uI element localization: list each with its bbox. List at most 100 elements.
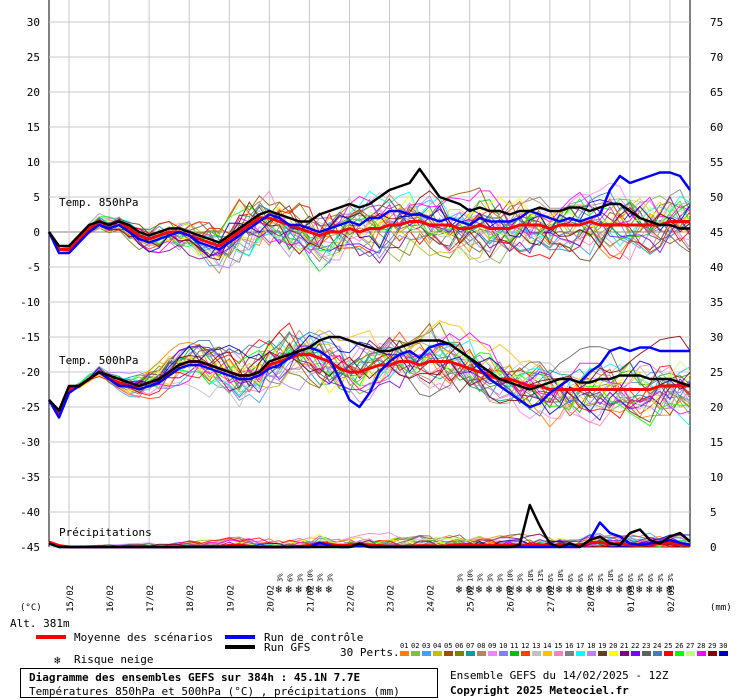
left-tick-label: 25 bbox=[27, 51, 40, 64]
left-tick-label: -35 bbox=[20, 471, 40, 484]
legend-pert-number: 27 bbox=[686, 642, 694, 650]
legend-pert-swatch bbox=[477, 651, 486, 656]
t500-run-gfs-line bbox=[48, 335, 691, 412]
legend-gfs-label: Run GFS bbox=[264, 641, 310, 654]
main-series-lines bbox=[47, 167, 692, 549]
right-tick-label: 75 bbox=[710, 16, 723, 29]
snow-risk-percent: 6% bbox=[567, 573, 575, 582]
date-label: 22/02 bbox=[346, 585, 356, 612]
snow-risk-percent: 3% bbox=[457, 573, 465, 582]
legend-pert-number: 09 bbox=[488, 642, 496, 650]
perturbation-line bbox=[48, 198, 691, 252]
footer-subtitle: Températures 850hPa et 500hPa (°C) , pré… bbox=[29, 685, 400, 698]
snowflake-icon: ❄ bbox=[516, 583, 523, 596]
legend-pert-swatch bbox=[675, 651, 684, 656]
right-tick-label: 10 bbox=[710, 471, 723, 484]
t850-moyenne-des-sc-narios-line bbox=[47, 216, 690, 251]
legend-pert-swatch bbox=[576, 651, 585, 656]
legend-pert-number: 11 bbox=[510, 642, 518, 650]
right-tick-label: 15 bbox=[710, 436, 723, 449]
legend-pert-swatch bbox=[400, 651, 409, 656]
t500-panel-label: Temp. 500hPa bbox=[59, 354, 138, 367]
snowflake-icon: ❄ bbox=[586, 583, 593, 596]
legend-pert-swatch bbox=[444, 651, 453, 656]
date-label: 23/02 bbox=[387, 585, 397, 612]
altitude-label: Alt. 381m bbox=[10, 617, 70, 630]
perturbation-line bbox=[48, 320, 691, 416]
snowflake-icon: ❄ bbox=[556, 583, 563, 596]
left-tick-label: 5 bbox=[33, 191, 40, 204]
legend-pert-number: 21 bbox=[620, 642, 628, 650]
date-label: 25/02 bbox=[467, 585, 477, 612]
legend-pert-swatch bbox=[719, 651, 728, 656]
legend-pert-swatch bbox=[631, 651, 640, 656]
date-label: 19/02 bbox=[226, 585, 236, 612]
snow-risk-row: 3%❄6%❄3%❄10%❄3%❄3%❄3%❄10%❄3%❄3%❄3%❄10%❄3… bbox=[275, 569, 675, 596]
date-label: 26/02 bbox=[507, 585, 517, 612]
right-tick-label: 0 bbox=[710, 541, 717, 554]
right-tick-label: 70 bbox=[710, 51, 723, 64]
precip-panel-label: Précipitations bbox=[59, 526, 152, 539]
perturbation-line bbox=[48, 199, 691, 258]
snow-risk-percent: 10% bbox=[507, 569, 515, 582]
date-label: 21/02 bbox=[306, 585, 316, 612]
left-tick-label: -20 bbox=[20, 366, 40, 379]
snowflake-icon: ❄ bbox=[616, 583, 623, 596]
snowflake-icon: ❄ bbox=[526, 583, 533, 596]
snow-risk-percent: 3% bbox=[667, 573, 675, 582]
legend-pert-swatch bbox=[466, 651, 475, 656]
legend-pert-number: 19 bbox=[598, 642, 606, 650]
legend-pert-number: 06 bbox=[455, 642, 463, 650]
snowflake-icon: ❄ bbox=[456, 583, 463, 596]
legend: Moyenne des scénarios Run de contrôleRun … bbox=[36, 631, 728, 667]
date-label: 02/03 bbox=[667, 585, 677, 612]
legend-snowflake-icon: ❄ bbox=[54, 654, 61, 667]
right-tick-label: 5 bbox=[710, 506, 717, 519]
snow-risk-percent: 10% bbox=[467, 569, 475, 582]
snowflake-icon: ❄ bbox=[626, 583, 633, 596]
left-tick-label: -25 bbox=[20, 401, 40, 414]
precip-run-gfs-line bbox=[48, 503, 691, 549]
right-tick-label: 65 bbox=[710, 86, 723, 99]
snowflake-icon: ❄ bbox=[566, 583, 573, 596]
legend-pert-swatch bbox=[455, 651, 464, 656]
legend-pert-number: 29 bbox=[708, 642, 716, 650]
legend-pert-swatch bbox=[598, 651, 607, 656]
legend-pert-number: 22 bbox=[631, 642, 639, 650]
legend-pert-number: 18 bbox=[587, 642, 595, 650]
snowflake-icon: ❄ bbox=[476, 583, 483, 596]
legend-pert-swatch bbox=[532, 651, 541, 656]
left-tick-label: 10 bbox=[27, 156, 40, 169]
footer-copyright: Copyright 2025 Meteociel.fr bbox=[450, 684, 629, 697]
footer-run: Ensemble GEFS du 14/02/2025 - 12Z bbox=[450, 669, 669, 682]
snow-risk-percent: 6% bbox=[617, 573, 625, 582]
date-label: 18/02 bbox=[186, 585, 196, 612]
perturbation-line bbox=[48, 190, 691, 261]
legend-pert-number: 02 bbox=[411, 642, 419, 650]
legend-perts-label: 30 Perts. bbox=[340, 646, 400, 659]
legend-pert-number: 12 bbox=[521, 642, 529, 650]
legend-pert-swatch bbox=[554, 651, 563, 656]
legend-pert-number: 05 bbox=[444, 642, 452, 650]
legend-pert-swatch bbox=[642, 651, 651, 656]
legend-pert-swatch bbox=[587, 651, 596, 656]
right-unit-label: (mm) bbox=[710, 603, 732, 613]
snow-risk-percent: 3% bbox=[497, 573, 505, 582]
left-tick-label: -10 bbox=[20, 296, 40, 309]
legend-pert-number: 01 bbox=[400, 642, 408, 650]
snowflake-icon: ❄ bbox=[506, 583, 513, 596]
footer-title: Diagramme des ensembles GEFS sur 384h : … bbox=[29, 671, 361, 684]
legend-control-label: Run de contrôle bbox=[264, 631, 363, 644]
snow-risk-percent: 10% bbox=[527, 569, 535, 582]
legend-pert-number: 30 bbox=[719, 642, 727, 650]
snow-risk-percent: 3% bbox=[657, 573, 665, 582]
legend-pert-swatch bbox=[708, 651, 717, 656]
snow-risk-percent: 3% bbox=[316, 573, 324, 582]
legend-pert-number: 08 bbox=[477, 642, 485, 650]
legend-pert-swatch bbox=[543, 651, 552, 656]
snow-risk-percent: 13% bbox=[537, 569, 545, 582]
legend-pert-number: 14 bbox=[543, 642, 551, 650]
snow-risk-percent: 6% bbox=[627, 573, 635, 582]
legend-pert-swatch bbox=[686, 651, 695, 656]
